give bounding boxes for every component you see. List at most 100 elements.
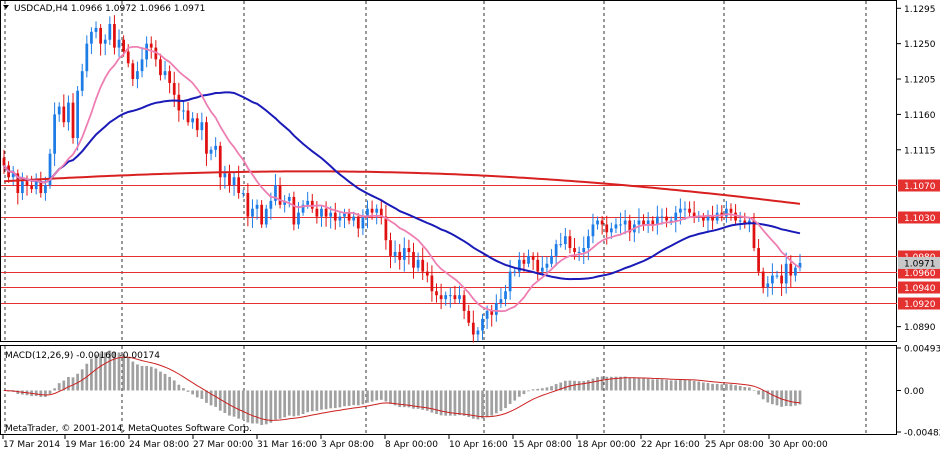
macd-histogram-bar — [757, 390, 760, 395]
candle-body — [467, 310, 471, 323]
candle-body — [655, 216, 659, 225]
macd-histogram-bar — [619, 376, 622, 391]
macd-histogram-bar — [218, 390, 222, 411]
macd-histogram-bar — [678, 379, 682, 391]
macd-histogram-bar — [734, 385, 737, 391]
macd-histogram-bar — [48, 390, 52, 395]
candle-body — [39, 181, 43, 194]
moving-averages — [3, 46, 801, 313]
macd-histogram-bar — [255, 390, 259, 424]
copyright-text: MetaTrader, © 2001-2014, MetaQuotes Soft… — [5, 424, 252, 434]
candle-body — [715, 212, 719, 221]
macd-histogram-bar — [278, 390, 282, 419]
candle-body — [329, 212, 333, 217]
candle-body — [734, 212, 737, 221]
macd-histogram-bar — [577, 381, 581, 391]
macd-histogram-bar — [499, 390, 503, 411]
macd-pane[interactable] — [0, 345, 897, 435]
macd-histogram-bar — [471, 390, 475, 419]
candle-body — [729, 208, 733, 213]
macd-histogram-bar — [379, 390, 383, 400]
macd-histogram-bar — [246, 390, 250, 423]
macd-histogram-bar — [614, 376, 618, 391]
candle-body — [665, 216, 668, 221]
macd-histogram-bar — [375, 390, 379, 401]
macd-histogram-bar — [430, 390, 434, 413]
macd-histogram-bar — [310, 390, 314, 412]
time-axis: 17 Mar 2014 19 Mar 16:00 24 Mar 08:00 27 Ma… — [2, 435, 828, 450]
candle-body — [182, 110, 185, 112]
macd-histogram-bar — [725, 384, 728, 391]
candle-body — [324, 208, 328, 217]
macd-histogram-bar — [370, 390, 374, 402]
macd-histogram-bar — [789, 390, 793, 407]
macd-histogram-bar — [766, 390, 770, 403]
candle-body — [669, 220, 673, 222]
candle-body — [439, 295, 443, 300]
candle-body — [407, 248, 411, 252]
main-pane[interactable] — [0, 0, 897, 342]
price-axis-label: 1.1115 — [904, 146, 936, 156]
macd-histogram-bar — [476, 390, 480, 420]
macd-histogram-bar — [531, 389, 535, 391]
candle-body — [637, 220, 641, 225]
level-price-label: 1.0940 — [904, 284, 936, 294]
macd-histogram-bar — [159, 371, 162, 391]
candle-body — [421, 259, 425, 272]
macd-histogram-bar — [57, 383, 61, 391]
macd-histogram-bar — [407, 390, 411, 408]
macd-histogram-bar — [559, 382, 563, 391]
candle-body — [646, 220, 650, 225]
candle-body — [347, 212, 351, 221]
macd-histogram-bar — [264, 390, 268, 425]
candle-body — [651, 220, 655, 225]
macd-histogram-bar — [591, 378, 595, 391]
time-axis-label: 10 Apr 16:00 — [449, 440, 508, 450]
macd-histogram-bar — [338, 390, 342, 408]
macd-histogram-bar — [343, 390, 346, 407]
candle-body — [402, 248, 406, 260]
candle-body — [393, 251, 397, 256]
macd-histogram-bar — [283, 390, 287, 418]
macd-histogram-bar — [301, 390, 305, 415]
dropdown-triangle-icon[interactable] — [3, 5, 9, 9]
macd-histogram-bar — [94, 354, 98, 391]
candle-body — [688, 208, 691, 213]
candle-body — [490, 310, 494, 315]
candle-body — [57, 106, 61, 115]
macd-histogram-bar — [775, 390, 779, 406]
candle-body — [186, 110, 190, 123]
candle-body — [550, 255, 553, 264]
candle-body — [600, 220, 604, 225]
macd-axis-label: -0.00482 — [904, 429, 940, 439]
macd-histogram-bar — [90, 358, 93, 391]
candle-body — [292, 196, 296, 225]
macd-histogram-bar — [752, 390, 756, 391]
symbol-header-text: USDCAD,H4 1.0966 1.0972 1.0966 1.0971 — [14, 4, 205, 14]
candle-body — [435, 291, 438, 296]
candle-body — [264, 208, 268, 225]
candle-body — [237, 177, 241, 194]
macd-histogram-bar — [504, 390, 507, 409]
time-axis-label: 8 Apr 00:00 — [385, 440, 438, 450]
candle-body — [462, 295, 466, 311]
candle-body — [702, 216, 705, 221]
candle-body — [706, 216, 710, 221]
candle-body — [504, 291, 507, 300]
macd-histogram-bar — [182, 388, 185, 391]
candle-body — [149, 43, 153, 48]
candle-body — [177, 94, 181, 111]
macd-histogram-bar — [637, 377, 641, 391]
macd-histogram-bar — [333, 390, 337, 409]
macd-histogram-bar — [398, 390, 402, 408]
macd-histogram-bar — [702, 382, 705, 391]
candle-body — [761, 271, 765, 288]
candle-body — [11, 173, 15, 178]
candle-body — [301, 204, 305, 213]
time-axis-label: 19 Mar 16:00 — [65, 440, 125, 450]
macd-histogram-bar — [145, 366, 149, 391]
macd-histogram-bar — [738, 385, 742, 391]
macd-histogram-bar — [439, 390, 443, 416]
candle-body — [605, 224, 609, 233]
